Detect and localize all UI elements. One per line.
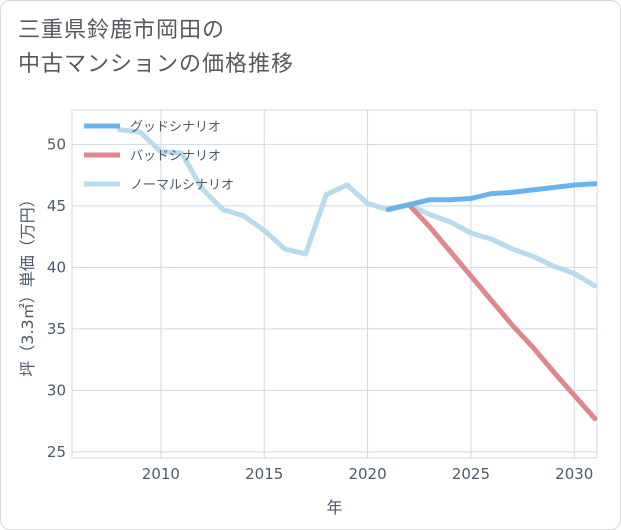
series-line-normal: [117, 127, 597, 289]
series-line-good: [385, 181, 597, 213]
y-tick-label: 30: [47, 381, 66, 399]
x-axis-title: 年: [326, 498, 342, 517]
legend-label-normal: ノーマルシナリオ: [130, 178, 234, 193]
x-tick-label: 2030: [555, 465, 593, 483]
series-line-bad: [385, 202, 597, 422]
axis-ticks: 25 30 35 40 45 50 2010 2015 2020 2025 2030: [47, 135, 593, 483]
legend-label-good: グッドシナリオ: [130, 120, 221, 135]
chart-title-line-1: 三重県鈴鹿市岡田の: [18, 18, 226, 43]
y-tick-label: 45: [47, 197, 66, 215]
x-tick-label: 2010: [142, 465, 180, 483]
series-lines: [117, 127, 597, 422]
plot-area: [71, 109, 598, 459]
y-tick-label: 40: [47, 258, 66, 276]
x-tick-label: 2015: [245, 465, 283, 483]
y-axis-title: 坪（3.3㎡）単価（万円）: [18, 191, 37, 376]
chart-title: 三重県鈴鹿市岡田の 中古マンションの価格推移: [18, 14, 578, 82]
y-tick-label: 25: [47, 443, 66, 461]
y-tick-label: 35: [47, 320, 66, 338]
x-tick-label: 2020: [348, 465, 386, 483]
y-tick-label: 50: [47, 135, 66, 153]
legend-label-bad: バッドシナリオ: [130, 149, 221, 164]
x-tick-label: 2025: [452, 465, 490, 483]
chart-title-line-2: 中古マンションの価格推移: [18, 52, 295, 77]
grid: [71, 109, 598, 459]
